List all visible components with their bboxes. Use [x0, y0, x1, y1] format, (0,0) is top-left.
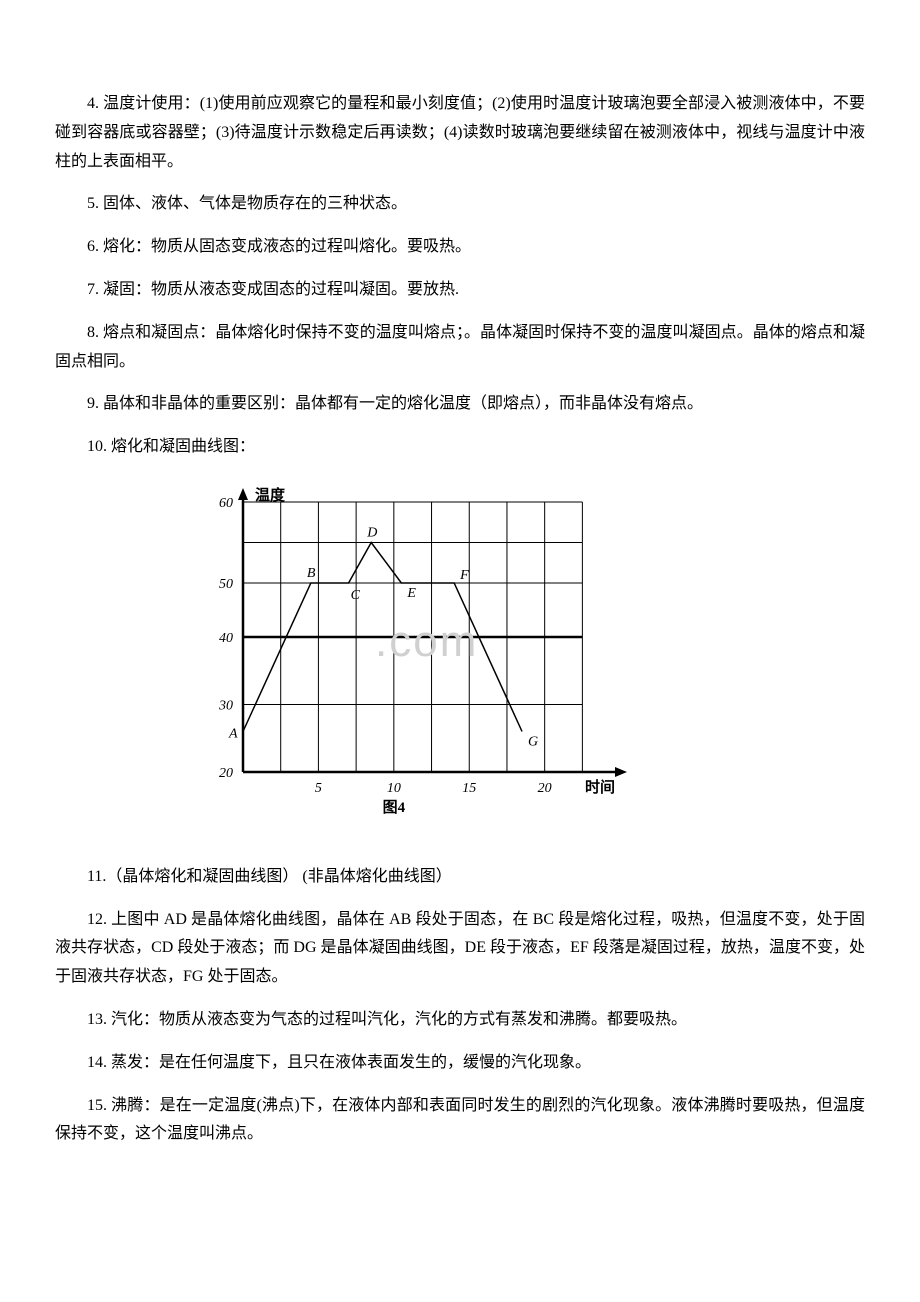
- svg-text:15: 15: [462, 781, 476, 796]
- svg-text:A: A: [228, 726, 238, 741]
- svg-text:G: G: [528, 734, 538, 749]
- svg-text:温度: 温度: [255, 486, 286, 504]
- svg-text:E: E: [406, 586, 416, 601]
- paragraph-8: 8. 熔点和凝固点：晶体熔化时保持不变的温度叫熔点；。晶体凝固时保持不变的温度叫…: [55, 319, 865, 377]
- paragraph-4: 4. 温度计使用：(1)使用前应观察它的量程和最小刻度值；(2)使用时温度计玻璃…: [55, 90, 865, 176]
- svg-text:D: D: [366, 525, 377, 540]
- paragraph-12: 12. 上图中 AD 是晶体熔化曲线图，晶体在 AB 段处于固态，在 BC 段是…: [55, 906, 865, 992]
- paragraph-7: 7. 凝固：物质从液态变成固态的过程叫凝固。要放热.: [55, 276, 865, 305]
- paragraph-6: 6. 熔化：物质从固态变成液态的过程叫熔化。要吸热。: [55, 233, 865, 262]
- svg-text:时间: 时间: [585, 778, 615, 796]
- paragraph-9: 9. 晶体和非晶体的重要区别：晶体都有一定的熔化温度（即熔点），而非晶体没有熔点…: [55, 390, 865, 419]
- svg-text:40: 40: [219, 631, 233, 646]
- svg-text:20: 20: [538, 781, 552, 796]
- svg-text:5: 5: [315, 781, 322, 796]
- svg-text:60: 60: [219, 496, 233, 511]
- svg-text:50: 50: [219, 577, 233, 592]
- svg-text:C: C: [351, 588, 361, 603]
- svg-text:F: F: [459, 568, 469, 583]
- melting-solidification-chart: .com 20304050605101520温度时间ABCDEFG图4: [195, 482, 865, 833]
- svg-text:B: B: [307, 566, 316, 581]
- paragraph-13: 13. 汽化：物质从液态变为气态的过程叫汽化，汽化的方式有蒸发和沸腾。都要吸热。: [55, 1006, 865, 1035]
- chart-svg: 20 30 40 50 60 5 10 15 20 温度时间 A B C D E F G 图4: [195, 482, 635, 822]
- paragraph-5: 5. 固体、液体、气体是物质存在的三种状态。: [55, 190, 865, 219]
- svg-text:图4: 图4: [383, 799, 406, 816]
- svg-text:10: 10: [387, 781, 401, 796]
- paragraph-15: 15. 沸腾：是在一定温度(沸点)下，在液体内部和表面同时发生的剧烈的汽化现象。…: [55, 1092, 865, 1150]
- svg-text:20: 20: [219, 766, 233, 781]
- paragraph-10: 10. 熔化和凝固曲线图：: [55, 433, 865, 462]
- paragraph-11: 11.（晶体熔化和凝固曲线图） (非晶体熔化曲线图）: [55, 863, 865, 892]
- svg-text:30: 30: [218, 698, 233, 713]
- paragraph-14: 14. 蒸发：是在任何温度下，且只在液体表面发生的，缓慢的汽化现象。: [55, 1049, 865, 1078]
